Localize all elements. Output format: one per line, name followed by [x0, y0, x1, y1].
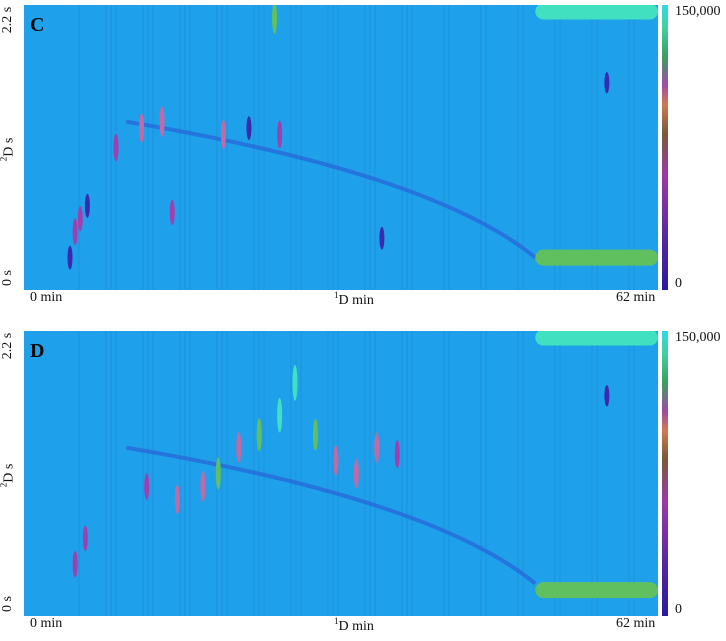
peak-c-13 — [604, 72, 610, 94]
panel-d: D 2.2 s 2D s 0 s 0 min 1D min 62 min 150… — [0, 326, 726, 641]
peak-c-9 — [246, 116, 252, 141]
y-tick-max-d: 2.2 s — [0, 332, 15, 360]
x-axis-label-c: 1D min — [334, 290, 374, 309]
peak-d-6 — [236, 432, 242, 463]
heatmap-svg-c — [67, 5, 658, 290]
heatmap-plot-d — [24, 331, 658, 616]
x-tick-min-c: 0 min — [30, 290, 63, 305]
x-tick-max-c: 62 min — [616, 290, 656, 305]
heatmap-svg-d — [72, 331, 658, 616]
peak-d-0 — [72, 550, 78, 578]
colorbar-tick-max-c: 150,000 — [675, 4, 721, 19]
peak-d-3 — [174, 484, 180, 515]
peak-c-4 — [113, 133, 119, 162]
peak-d-14 — [394, 440, 400, 469]
peak-d-1 — [82, 525, 88, 551]
y-axis-label-prefix-c: 2 — [0, 157, 9, 162]
wraparound-band-c — [125, 119, 537, 260]
x-axis-label-prefix-d: 1 — [334, 616, 339, 626]
y-axis-label-d: 2D s — [0, 461, 18, 491]
y-axis-label-prefix-d: 2 — [0, 483, 9, 488]
x-axis-label-d: 1D min — [334, 616, 374, 635]
peak-d-15 — [604, 385, 610, 407]
panel-label-d: D — [30, 340, 45, 362]
colorbar-tick-max-d: 150,000 — [675, 330, 721, 345]
peak-d-9 — [292, 364, 298, 401]
peak-d-4 — [200, 471, 206, 502]
colorbar-tick-min-c: 0 — [675, 276, 682, 291]
x-tick-min-d: 0 min — [30, 616, 63, 631]
peak-d-12 — [353, 458, 359, 489]
x-axis-label-text-c: D min — [338, 293, 374, 308]
peak-d-8 — [277, 397, 283, 433]
bleed-band-d-0 — [535, 582, 658, 599]
x-tick-max-d: 62 min — [616, 616, 656, 631]
peak-d-7 — [256, 417, 262, 452]
bleed-band-c-1 — [535, 5, 658, 20]
peak-c-5 — [139, 113, 145, 143]
peak-d-13 — [374, 432, 380, 463]
peak-d-10 — [312, 418, 318, 451]
peak-d-11 — [333, 445, 339, 476]
peak-c-11 — [277, 120, 283, 149]
peak-c-10 — [272, 5, 278, 34]
peak-d-5 — [215, 457, 221, 490]
peak-c-12 — [379, 226, 385, 250]
x-axis-label-text-d: D min — [338, 619, 374, 634]
y-axis-label-text-d: D s — [1, 463, 17, 483]
peak-c-2 — [77, 206, 83, 232]
peak-c-6 — [159, 106, 165, 137]
peak-c-3 — [84, 193, 90, 218]
y-axis-label-text-c: D s — [1, 137, 17, 157]
colorbar-tick-min-d: 0 — [675, 602, 682, 617]
panel-c: C 2.2 s 2D s 0 s 0 min 1D min 62 min 150… — [0, 0, 726, 315]
y-axis-label-c: 2D s — [0, 135, 18, 165]
wraparound-band-d — [125, 445, 537, 586]
peak-c-7 — [169, 199, 175, 225]
panel-label-c: C — [30, 14, 45, 36]
bleed-band-c-0 — [535, 249, 658, 266]
colorbar-c — [662, 5, 668, 290]
peak-c-1 — [72, 218, 78, 246]
heatmap-plot-c — [24, 5, 658, 290]
x-axis-label-prefix-c: 1 — [334, 290, 339, 300]
y-tick-max-c: 2.2 s — [0, 6, 15, 34]
peak-c-0 — [67, 245, 73, 270]
peak-d-2 — [144, 473, 150, 500]
peak-c-8 — [220, 119, 226, 150]
colorbar-d — [662, 331, 668, 616]
y-tick-min-c: 0 s — [0, 270, 15, 286]
y-tick-min-d: 0 s — [0, 596, 15, 612]
bleed-band-d-1 — [535, 331, 658, 346]
